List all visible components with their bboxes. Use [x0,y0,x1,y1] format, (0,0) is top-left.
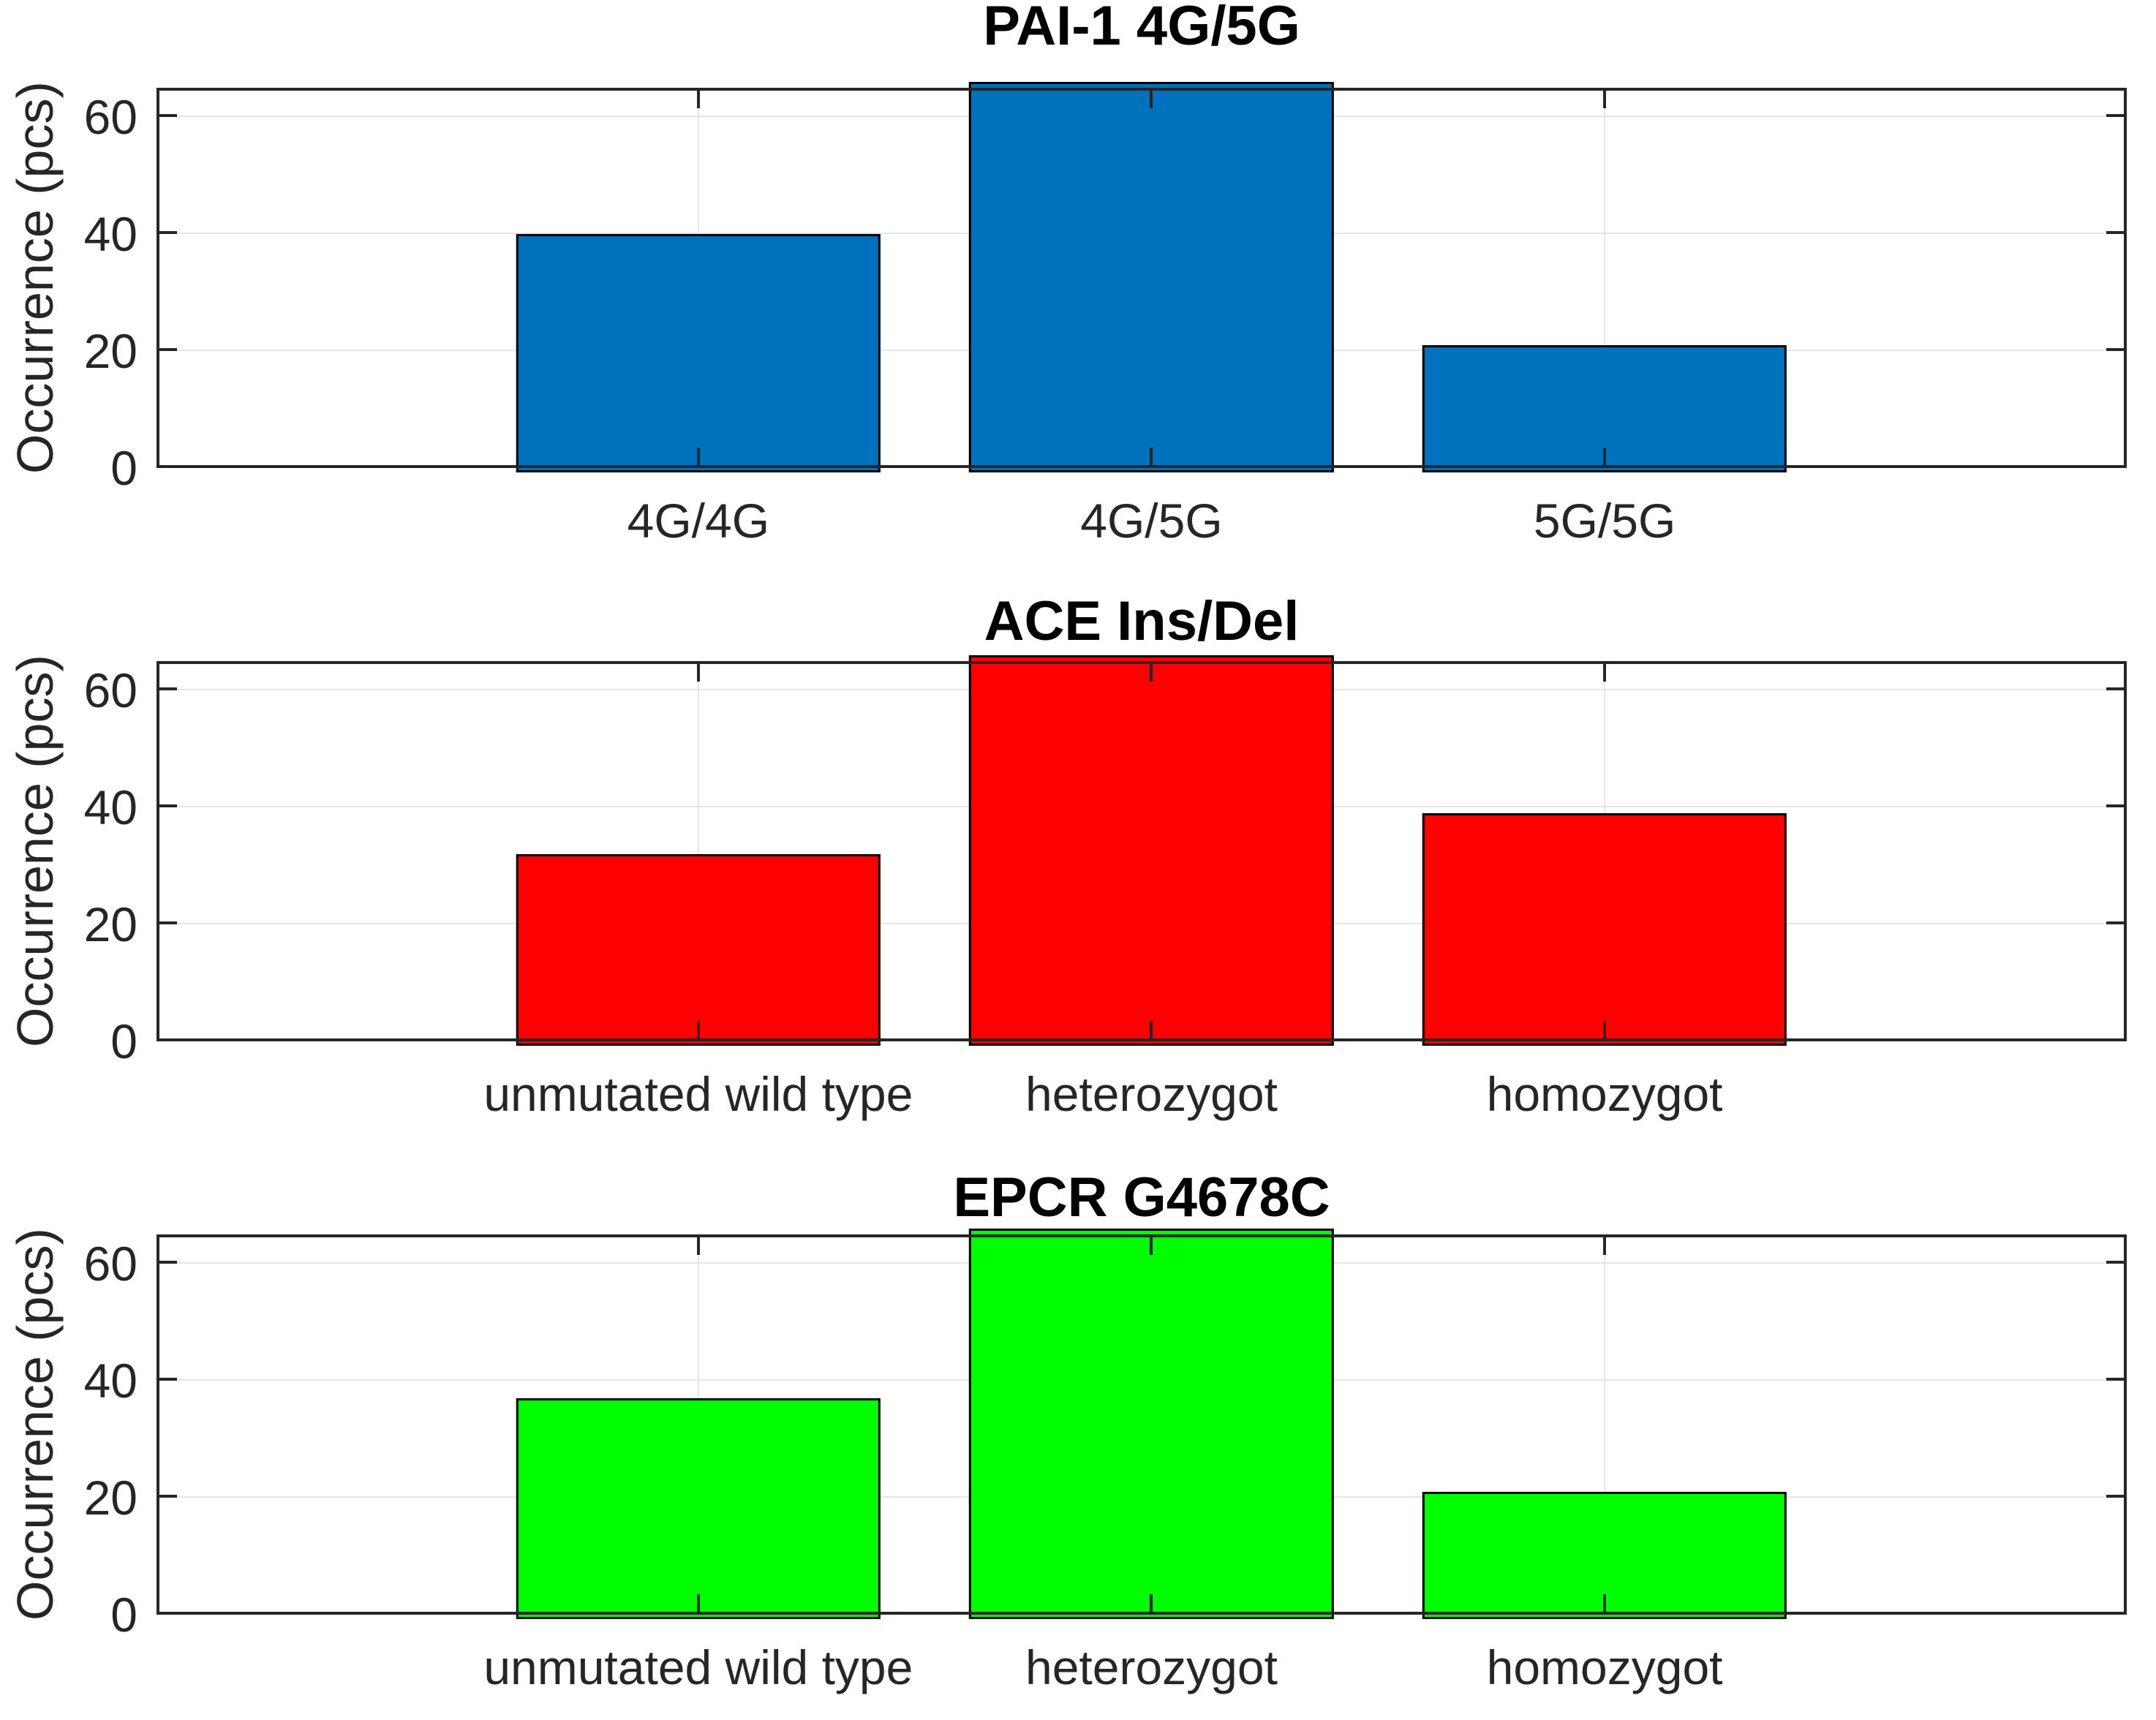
x-tick-label: homozygot [1486,1067,1723,1121]
x-tick-label: unmutated wild type [483,1640,913,1694]
bar [969,82,1334,472]
bar [1422,813,1787,1046]
y-tick-labels: 0 20 40 60 [0,88,137,495]
x-tick-label: heterozygot [1025,1640,1278,1694]
y-tick-mark [2106,804,2127,808]
x-tick-label: 4G/4G [627,494,770,548]
chart-title: ACE Ins/Del [984,590,1300,652]
x-tick-mark [696,1594,700,1615]
gridline-vertical [697,661,699,1041]
y-tick-label: 40 [83,780,137,834]
x-tick-mark [1603,1234,1607,1255]
y-tick-label: 40 [83,1354,137,1408]
chart-panel-ace-insdel: ACE Ins/Del Occurrence (pcs) 0 20 40 60 unm… [0,573,2156,1147]
chart-title: PAI-1 4G/5G [983,0,1300,57]
x-tick-mark [1150,1594,1153,1615]
y-tick-label: 0 [110,1588,137,1642]
x-tick-mark [1603,661,1607,682]
x-tick-label: heterozygot [1025,1067,1278,1121]
x-tick-mark [696,448,700,468]
y-tick-label: 20 [83,1471,137,1525]
bar [516,234,881,472]
y-tick-mark [2106,114,2127,117]
x-tick-label: 4G/5G [1080,494,1223,548]
x-tick-mark [1603,88,1607,108]
x-tick-mark [696,88,700,108]
y-tick-mark [2106,231,2127,235]
y-tick-label: 60 [83,1236,137,1291]
bar [969,655,1334,1046]
y-tick-mark [157,1261,177,1264]
y-tick-mark [2106,687,2127,690]
x-tick-mark [1603,1594,1607,1615]
bar [969,1229,1334,1619]
chart-panel-pai1-4g5g: PAI-1 4G/5G Occurrence (pcs) 0 20 40 60 4G/… [0,0,2156,573]
y-tick-mark [157,1495,177,1498]
y-tick-mark [2106,1378,2127,1381]
bar [516,854,881,1046]
x-tick-mark [1150,88,1153,108]
y-tick-mark [2106,1495,2127,1498]
y-tick-label: 60 [83,663,137,717]
y-tick-mark [157,231,177,235]
bar [516,1398,881,1619]
y-tick-label: 60 [83,89,137,144]
x-tick-label: homozygot [1486,1640,1723,1694]
gridline-vertical [1604,88,1606,468]
x-tick-mark [1150,661,1153,682]
chart-title: EPCR G4678C [953,1166,1330,1229]
chart-panel-epcr-g4678c: EPCR G4678C Occurrence (pcs) 0 20 40 60 unm… [0,1147,2156,1720]
y-tick-labels: 0 20 40 60 [0,1234,137,1642]
y-tick-mark [157,348,177,352]
y-tick-labels: 0 20 40 60 [0,661,137,1068]
plot-area [157,82,2127,472]
y-tick-mark [157,1378,177,1381]
y-tick-mark [2106,1261,2127,1264]
x-tick-mark [696,1234,700,1255]
x-tick-label: unmutated wild type [483,1067,913,1121]
y-tick-label: 40 [83,207,137,261]
y-tick-label: 0 [110,441,137,495]
x-tick-mark [696,661,700,682]
y-tick-mark [157,921,177,925]
gridline-vertical [1604,1234,1606,1615]
x-tick-mark [1150,1234,1153,1255]
y-tick-label: 20 [83,897,137,951]
y-tick-label: 20 [83,324,137,378]
x-tick-mark [1150,1021,1153,1041]
plot-area [157,655,2127,1046]
x-tick-mark [1603,1021,1607,1041]
y-tick-label: 0 [110,1014,137,1068]
x-tick-label: 5G/5G [1533,494,1676,548]
y-tick-mark [2106,348,2127,352]
x-tick-mark [1603,448,1607,468]
x-tick-mark [696,1021,700,1041]
bar [1422,1492,1787,1619]
y-tick-mark [2106,921,2127,925]
y-tick-mark [157,687,177,690]
x-tick-mark [1150,448,1153,468]
plot-area [157,1229,2127,1619]
y-tick-mark [157,114,177,117]
y-tick-mark [157,804,177,808]
